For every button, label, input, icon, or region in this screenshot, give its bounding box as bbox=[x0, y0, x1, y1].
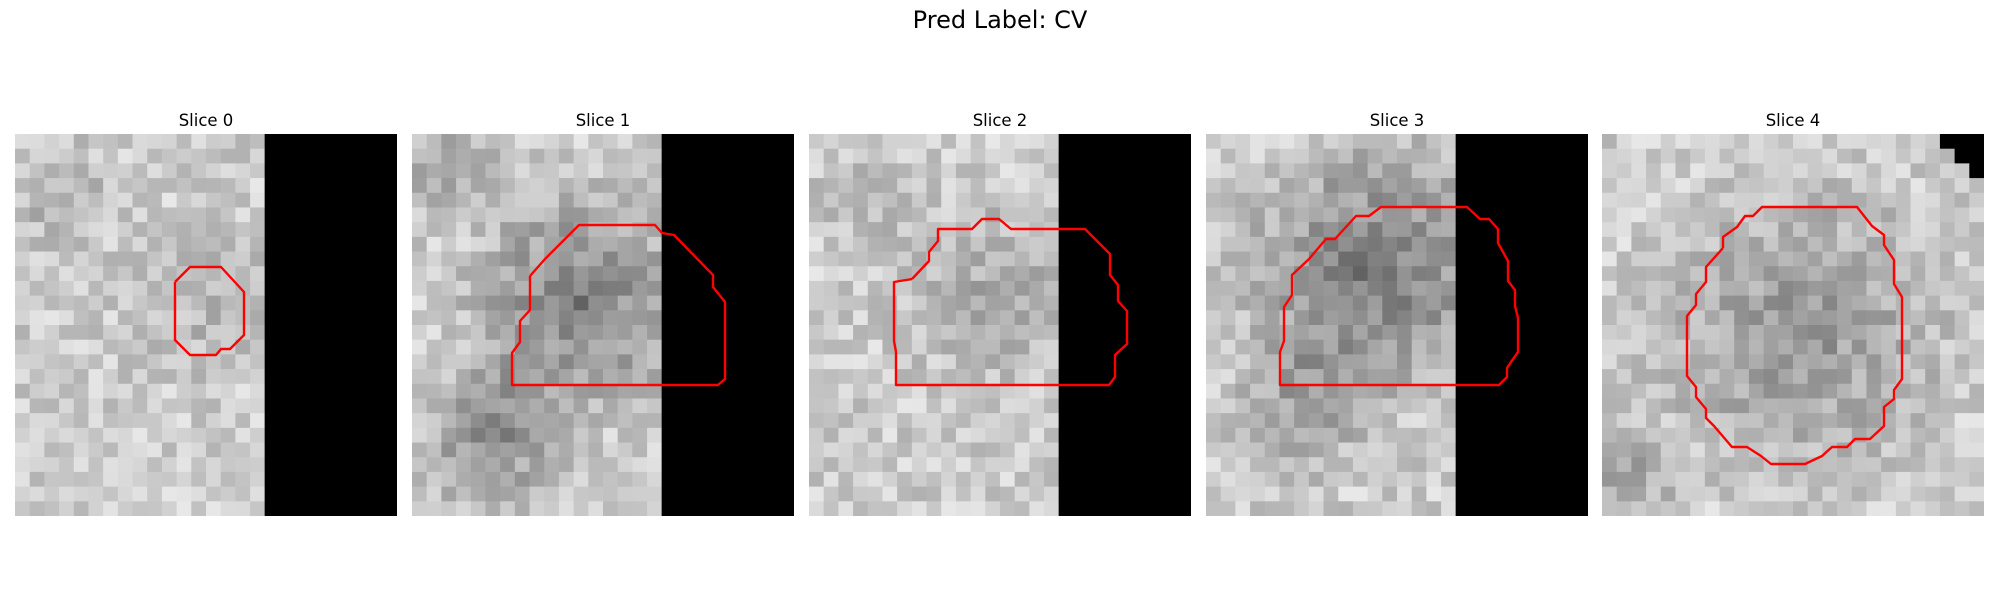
lesion-contour bbox=[892, 217, 1129, 387]
lesion-contour bbox=[510, 223, 727, 387]
ct-slice-image bbox=[1602, 134, 1984, 516]
black-mask-region bbox=[264, 134, 397, 516]
slice-title: Slice 1 bbox=[575, 111, 631, 130]
slice-panel: Slice 2 bbox=[809, 108, 1191, 516]
slice-title: Slice 4 bbox=[1765, 111, 1821, 130]
slice-panel: Slice 3 bbox=[1206, 108, 1588, 516]
black-mask-region bbox=[1455, 134, 1588, 516]
figure-title: Pred Label: CV bbox=[912, 6, 1088, 34]
ct-slice-image bbox=[1206, 134, 1588, 516]
slice-title: Slice 2 bbox=[972, 111, 1028, 130]
black-mask-region bbox=[1058, 134, 1191, 516]
lesion-contour bbox=[173, 265, 246, 357]
pixel-grid bbox=[1602, 134, 1984, 516]
slice-panel: Slice 0 bbox=[15, 108, 397, 516]
ct-slice-image bbox=[809, 134, 1191, 516]
slice-panel: Slice 1 bbox=[412, 108, 794, 516]
ct-slice-image bbox=[15, 134, 397, 516]
lesion-contour bbox=[1685, 205, 1904, 466]
slice-panel: Slice 4 bbox=[1602, 108, 1984, 516]
lesion-contour bbox=[1278, 205, 1520, 387]
slice-title: Slice 3 bbox=[1369, 111, 1425, 130]
black-mask-region bbox=[661, 134, 794, 516]
ct-slice-image bbox=[412, 134, 794, 516]
slice-title: Slice 0 bbox=[178, 111, 234, 130]
